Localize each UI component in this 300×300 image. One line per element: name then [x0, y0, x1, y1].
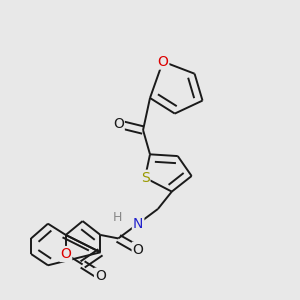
Text: O: O [60, 247, 71, 261]
Text: O: O [158, 55, 168, 69]
Text: O: O [133, 243, 143, 257]
Text: O: O [113, 117, 124, 131]
Text: H: H [112, 211, 122, 224]
Text: S: S [141, 171, 149, 185]
Text: N: N [133, 217, 143, 231]
Text: O: O [95, 269, 106, 283]
